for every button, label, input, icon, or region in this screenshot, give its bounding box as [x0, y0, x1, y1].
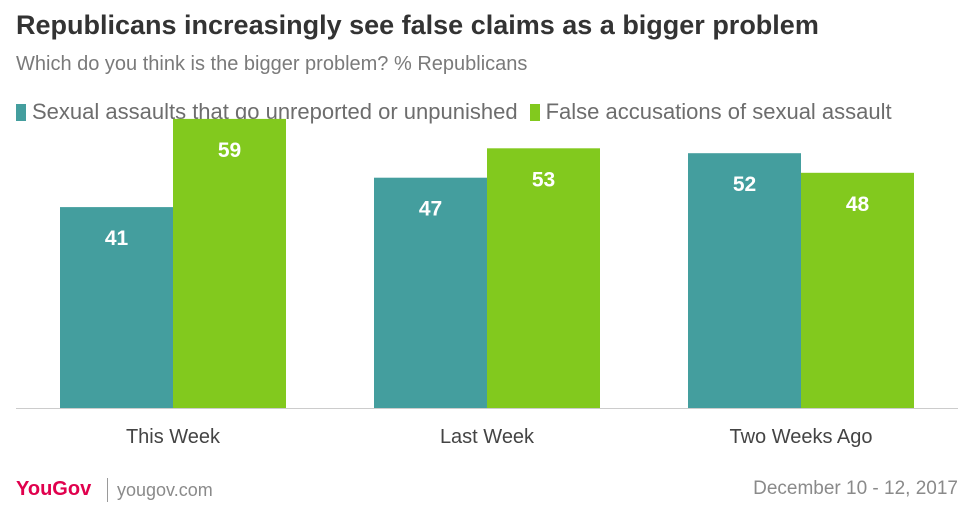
bar-series-2-2 — [801, 172, 914, 408]
value-label-series-2-2: 48 — [846, 193, 870, 216]
x-tick-label-0: This Week — [126, 426, 221, 448]
legend-label-series-2: False accusations of sexual assault — [545, 99, 892, 124]
bar-series-2-1 — [487, 148, 600, 409]
logo-text: YouGov — [16, 478, 92, 500]
value-label-series-1-0: 41 — [105, 227, 129, 250]
footer-date: December 10 - 12, 2017 — [753, 478, 958, 499]
legend-item-series-2: False accusations of sexual assault — [529, 99, 892, 125]
footer-site-link[interactable]: yougov.com — [117, 480, 213, 500]
legend-swatch-series-1 — [16, 103, 26, 121]
legend-swatch-series-2 — [529, 103, 540, 121]
bar-series-1-2 — [688, 153, 801, 408]
bar-series-2-0 — [173, 118, 286, 409]
footer-divider — [107, 478, 108, 502]
value-label-series-2-0: 59 — [218, 139, 241, 162]
x-tick-label-1: Last Week — [440, 426, 535, 448]
x-tick-label-2: Two Weeks Ago — [729, 426, 872, 448]
yougov-logo: YouGov — [16, 478, 91, 501]
value-label-series-2-1: 53 — [532, 168, 555, 191]
bar-series-1-1 — [374, 177, 487, 408]
chart-subtitle: Which do you think is the bigger problem… — [16, 53, 528, 75]
bar-series-1-0 — [60, 207, 173, 408]
legend: Sexual assaults that go unreported or un… — [16, 98, 904, 126]
chart-title: Republicans increasingly see false claim… — [16, 10, 819, 40]
value-label-series-1-2: 52 — [733, 173, 756, 196]
value-label-series-1-1: 47 — [419, 198, 442, 221]
